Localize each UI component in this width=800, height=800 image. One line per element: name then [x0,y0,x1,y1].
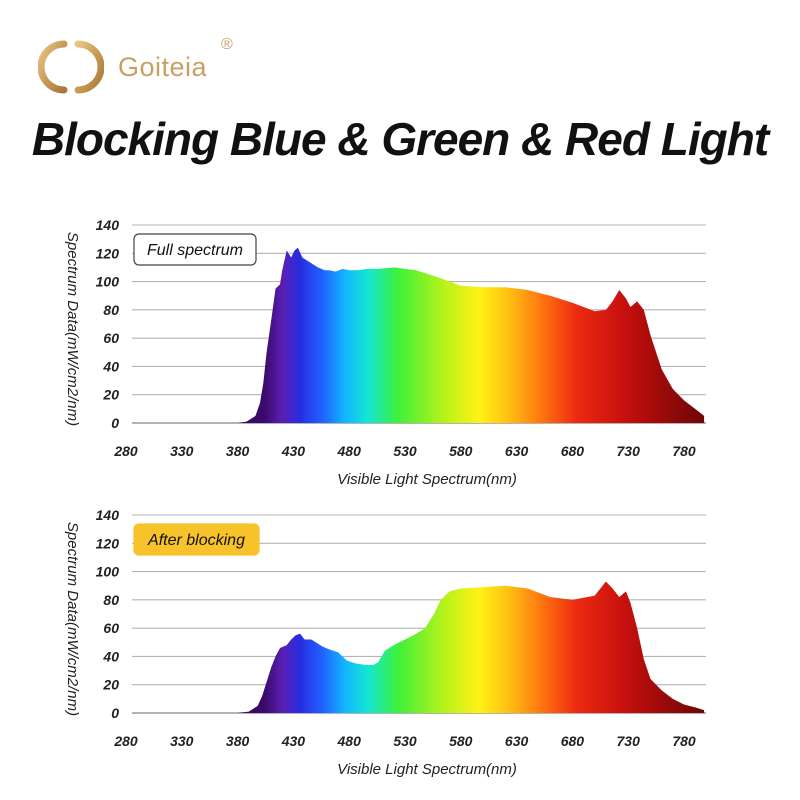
spectrum-area [126,247,705,423]
registered-mark: ® [221,36,233,53]
y-tick-label: 0 [111,705,119,721]
y-tick-label: 60 [103,620,119,636]
brand-name: Goiteia [118,51,208,82]
x-tick-label: 780 [672,443,696,459]
x-tick-label: 730 [617,443,641,459]
x-tick-label: 530 [393,443,417,459]
x-axis-label: Visible Light Spectrum(nm) [337,761,517,778]
chart-full-spectrum: 0 20 40 60 80 100 120 140 280 330 380 430 480 530 580 6… [64,217,706,488]
y-tick-label: 60 [103,330,119,346]
legend-badge [133,523,260,556]
spectrum-area [126,581,705,713]
x-tick-label: 480 [337,443,362,459]
x-tick-label: 280 [113,443,138,459]
y-tick-label: 20 [102,677,119,693]
x-tick-label: 730 [617,733,641,749]
x-tick-label: 680 [561,733,585,749]
y-tick-label: 140 [96,507,120,523]
y-tick-label: 100 [96,564,120,580]
x-tick-label: 630 [505,443,529,459]
y-tick-label: 120 [96,245,120,261]
x-tick-label: 480 [337,733,362,749]
legend-badge-label: Full spectrum [147,242,243,259]
x-tick-label: 380 [226,443,250,459]
y-tick-label: 80 [103,302,119,318]
y-tick-label: 40 [102,648,119,664]
x-tick-label: 780 [672,733,696,749]
x-tick-label: 530 [393,733,417,749]
y-tick-label: 140 [96,217,120,233]
x-tick-label: 330 [170,443,194,459]
x-tick-label: 330 [170,733,194,749]
y-tick-label: 20 [102,387,119,403]
legend-badge [133,233,257,266]
brand-mark-icon [38,40,104,94]
x-tick-label: 680 [561,443,585,459]
x-tick-label: 580 [449,733,473,749]
page-title: Blocking Blue & Green & Red Light [31,113,769,165]
chart-after-blocking: 0 20 40 60 80 100 120 140 280 330 380 430 480 530 580 6… [64,507,706,778]
y-tick-label: 100 [96,274,120,290]
y-tick-label: 80 [103,592,119,608]
legend-badge-label: After blocking [147,532,245,549]
x-tick-label: 430 [281,443,306,459]
y-tick-label: 0 [111,415,119,431]
y-axis-label: Spectrum Data(mW/cm2/nm) [64,522,81,716]
x-tick-label: 430 [281,733,306,749]
x-axis-label: Visible Light Spectrum(nm) [337,471,517,488]
y-tick-label: 120 [96,535,120,551]
x-tick-label: 630 [505,733,529,749]
y-tick-label: 40 [102,358,119,374]
x-tick-label: 280 [113,733,138,749]
x-tick-label: 380 [226,733,250,749]
y-axis-label: Spectrum Data(mW/cm2/nm) [64,232,81,426]
x-tick-label: 580 [449,443,473,459]
brand-logo: Goiteia [38,40,207,94]
